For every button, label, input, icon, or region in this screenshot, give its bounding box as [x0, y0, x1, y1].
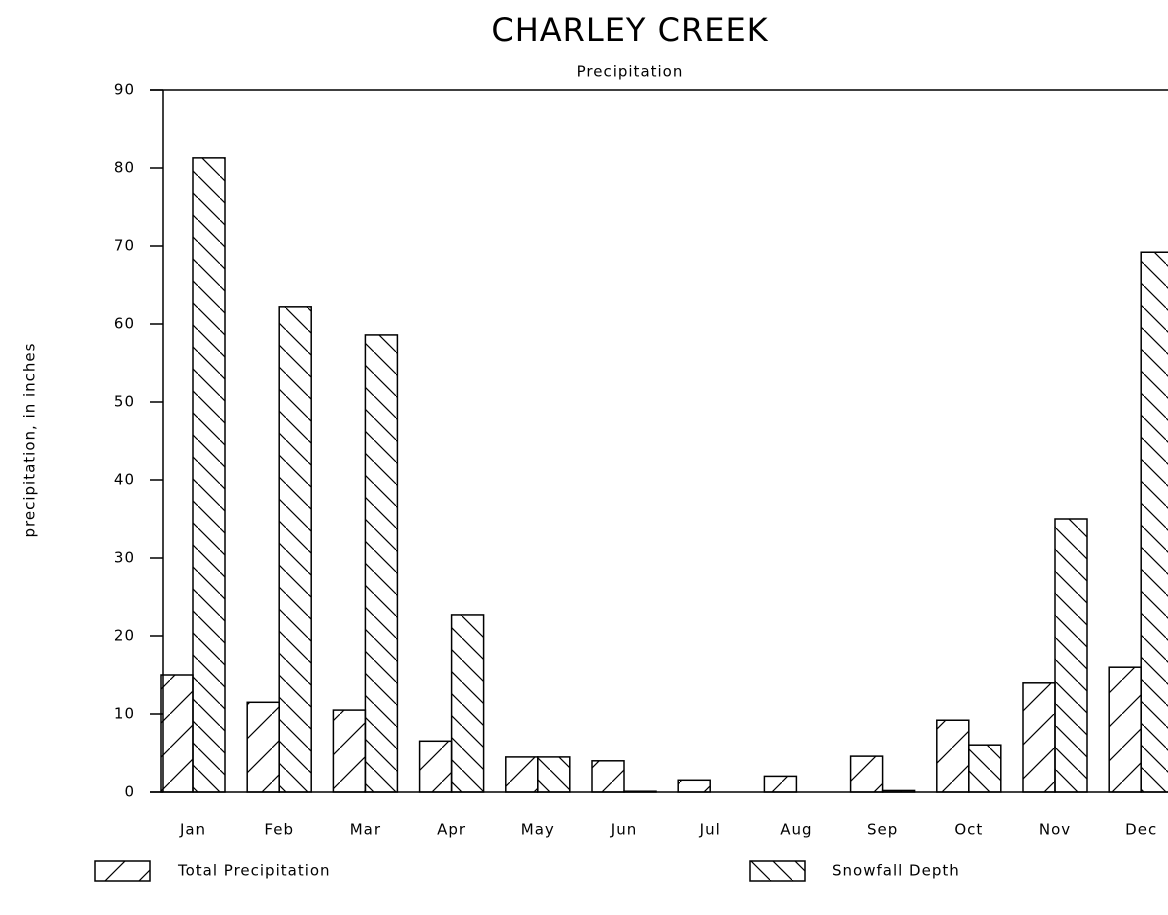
y-tick-label: 40 [114, 471, 135, 489]
bar [881, 789, 916, 793]
bar [505, 756, 539, 793]
chart-title: CHARLEY CREEK [491, 11, 768, 49]
bar [591, 760, 625, 793]
bar [418, 740, 453, 793]
legend-swatch [94, 860, 151, 882]
bar [1054, 518, 1088, 793]
legend-label: Snowfall Depth [832, 862, 960, 880]
y-axis-label: precipitation, in inches [21, 343, 39, 538]
legend-swatch [749, 860, 806, 882]
y-tick-label: 90 [114, 81, 135, 99]
x-tick-label: Sep [867, 821, 898, 839]
x-tick-label: Dec [1125, 821, 1157, 839]
bar [332, 709, 367, 793]
bar [537, 756, 571, 793]
bar [623, 790, 657, 793]
x-tick-label: Aug [780, 821, 812, 839]
y-tick-label: 70 [114, 237, 135, 255]
bar [1022, 682, 1056, 793]
bar [1140, 251, 1168, 793]
bar [677, 779, 711, 793]
x-tick-label: Jan [179, 821, 206, 839]
bar [763, 775, 798, 793]
y-tick-label: 60 [114, 315, 135, 333]
y-tick-label: 20 [114, 627, 135, 645]
bar [278, 306, 312, 793]
bar [849, 755, 884, 793]
bar [450, 614, 485, 793]
bar [246, 701, 280, 793]
y-tick-label: 10 [114, 705, 135, 723]
x-tick-label: Apr [437, 821, 466, 839]
y-tick-label: 30 [114, 549, 135, 567]
x-tick-label: Oct [954, 821, 983, 839]
bar [160, 674, 194, 793]
x-tick-label: Jun [610, 821, 637, 839]
bar [364, 334, 399, 793]
x-tick-label: Jul [699, 821, 721, 839]
x-tick-label: Mar [350, 821, 381, 839]
x-tick-label: Nov [1039, 821, 1071, 839]
bar [192, 157, 226, 793]
y-tick-label: 80 [114, 159, 135, 177]
x-tick-label: Feb [264, 821, 294, 839]
bar [968, 744, 1002, 793]
chart-subtitle: Precipitation [577, 63, 684, 81]
bar [936, 719, 970, 793]
x-tick-label: May [521, 821, 555, 839]
y-tick-label: 50 [114, 393, 135, 411]
legend-label: Total Precipitation [177, 862, 331, 880]
y-tick-label: 0 [124, 783, 135, 801]
bar [1108, 666, 1142, 793]
